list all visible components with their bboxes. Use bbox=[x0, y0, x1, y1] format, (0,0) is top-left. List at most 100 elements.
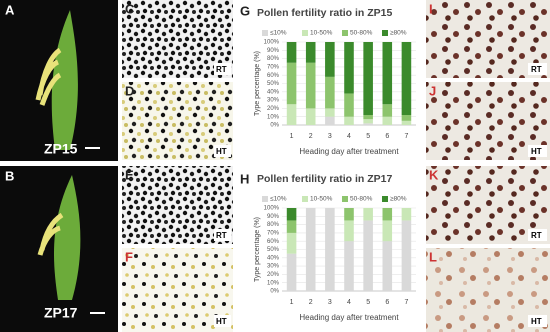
panel-label: F bbox=[125, 249, 133, 264]
y-tick-label: 60% bbox=[267, 73, 280, 79]
panel-label: G bbox=[240, 3, 250, 18]
bar-segment bbox=[382, 220, 393, 242]
bar-segment bbox=[344, 93, 354, 117]
panel-caption: ZP17 bbox=[44, 305, 78, 321]
bar-segment bbox=[382, 104, 393, 117]
x-axis-label: Heading day after treatment bbox=[299, 313, 399, 322]
y-tick-label: 70% bbox=[267, 64, 280, 70]
bar-segment bbox=[286, 104, 297, 125]
chart-title: Pollen fertility ratio in ZP17 bbox=[257, 173, 393, 185]
y-tick-label: 40% bbox=[267, 255, 280, 261]
x-tick-label: 1 bbox=[290, 133, 294, 140]
x-tick-label: 5 bbox=[366, 133, 370, 140]
legend-label: ≤10% bbox=[270, 196, 287, 203]
spikelet bbox=[51, 10, 78, 150]
panel-label: E bbox=[125, 167, 134, 182]
y-tick-label: 40% bbox=[267, 89, 280, 95]
panel-label: L bbox=[429, 249, 437, 264]
y-tick-label: 10% bbox=[267, 114, 280, 120]
bar-segment bbox=[363, 42, 373, 116]
x-tick-label: 6 bbox=[385, 133, 389, 140]
bar-segment bbox=[305, 108, 316, 125]
panel-caption: HT bbox=[531, 147, 542, 156]
panel-label: B bbox=[5, 168, 14, 183]
y-tick-label: 90% bbox=[267, 214, 280, 220]
y-tick-label: 100% bbox=[264, 40, 280, 46]
x-tick-label: 3 bbox=[328, 133, 332, 140]
bar-segment bbox=[363, 208, 373, 221]
bar-segment bbox=[382, 116, 393, 125]
bar-segment bbox=[344, 208, 354, 221]
x-axis-label: Heading day after treatment bbox=[299, 147, 399, 156]
panel-label: C bbox=[125, 1, 135, 16]
panel-caption: RT bbox=[531, 231, 542, 240]
legend-label: 10-50% bbox=[310, 30, 333, 37]
bar-segment bbox=[382, 241, 393, 291]
bar-segment bbox=[363, 220, 373, 291]
caption-boxes bbox=[214, 63, 547, 327]
panel-label: K bbox=[429, 167, 439, 182]
chart-title: Pollen fertility ratio in ZP15 bbox=[257, 7, 393, 19]
bar-segment bbox=[382, 208, 393, 221]
bar-segment bbox=[325, 76, 335, 109]
bar-segment bbox=[286, 62, 297, 105]
panel-caption: RT bbox=[531, 65, 542, 74]
legend-label: ≥80% bbox=[390, 30, 407, 37]
x-tick-label: 5 bbox=[366, 299, 370, 306]
y-tick-label: 0% bbox=[270, 289, 279, 295]
bar-segment bbox=[363, 119, 373, 124]
legend-swatch bbox=[382, 30, 388, 36]
y-tick-label: 80% bbox=[267, 222, 280, 228]
legend-swatch bbox=[382, 196, 388, 202]
panel-caption: HT bbox=[216, 147, 227, 156]
y-axis-label: Type percentage (%) bbox=[254, 217, 261, 282]
legend-label: 50-80% bbox=[350, 30, 373, 37]
legend-label: ≤10% bbox=[270, 30, 287, 37]
x-tick-label: 7 bbox=[404, 133, 408, 140]
legend-label: ≥80% bbox=[390, 196, 407, 203]
bar-segment bbox=[401, 115, 412, 121]
bar-segment bbox=[305, 62, 316, 109]
panel-caption: RT bbox=[216, 65, 227, 74]
y-tick-label: 70% bbox=[267, 230, 280, 236]
legend-swatch bbox=[262, 196, 268, 202]
bar-segment bbox=[286, 42, 297, 63]
anthers bbox=[35, 47, 62, 106]
anthers bbox=[37, 212, 64, 256]
x-tick-label: 1 bbox=[290, 299, 294, 306]
y-tick-label: 20% bbox=[267, 106, 280, 112]
panel-caption: HT bbox=[216, 317, 227, 326]
x-tick-label: 3 bbox=[328, 299, 332, 306]
y-tick-label: 30% bbox=[267, 98, 280, 104]
y-tick-label: 80% bbox=[267, 56, 280, 62]
bar-segment bbox=[325, 208, 335, 291]
bar-segment bbox=[363, 115, 373, 120]
bar-segment bbox=[344, 220, 354, 242]
legend-swatch bbox=[262, 30, 268, 36]
bar-segment bbox=[286, 253, 297, 291]
panel-label: A bbox=[5, 2, 15, 17]
panel-label: H bbox=[240, 171, 249, 186]
bar-segment bbox=[286, 220, 297, 233]
legend-swatch bbox=[302, 30, 308, 36]
y-tick-label: 100% bbox=[264, 206, 280, 212]
x-tick-label: 4 bbox=[347, 299, 351, 306]
panel-label: I bbox=[429, 1, 433, 16]
y-tick-label: 0% bbox=[270, 123, 279, 129]
bar-segment bbox=[401, 220, 412, 291]
bar-segment bbox=[401, 120, 412, 125]
x-tick-label: 7 bbox=[404, 299, 408, 306]
y-tick-label: 90% bbox=[267, 48, 280, 54]
x-tick-label: 2 bbox=[309, 133, 313, 140]
y-axis-label: Type percentage (%) bbox=[254, 51, 261, 116]
y-tick-label: 50% bbox=[267, 81, 280, 87]
y-tick-label: 30% bbox=[267, 264, 280, 270]
panel-caption: RT bbox=[216, 231, 227, 240]
bar-segment bbox=[325, 108, 335, 117]
legend-swatch bbox=[302, 196, 308, 202]
panel-label: J bbox=[429, 83, 436, 98]
bar-segment bbox=[401, 208, 412, 221]
bar-segment bbox=[286, 232, 297, 254]
